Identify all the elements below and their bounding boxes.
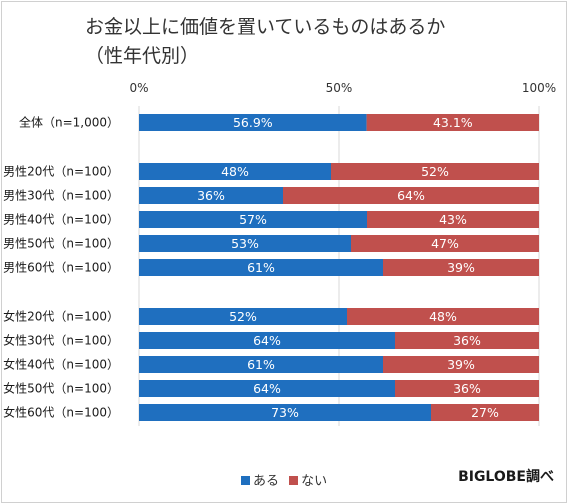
bar-nai-4 bbox=[351, 235, 539, 252]
bar-aru-9 bbox=[139, 380, 395, 397]
bar-aru-5 bbox=[139, 259, 383, 276]
category-label-1: 男性20代（n=100） bbox=[3, 165, 119, 179]
bar-aru-10 bbox=[139, 404, 431, 421]
data-label-aru-4: 53% bbox=[231, 236, 259, 251]
bar-nai-0 bbox=[366, 114, 539, 131]
category-labels: 全体（n=1,000） 男性20代（n=100） 男性30代（n=100） 男性40代… bbox=[3, 115, 119, 420]
data-label-aru-8: 61% bbox=[247, 357, 275, 372]
bar-aru-2 bbox=[139, 187, 283, 204]
data-label-aru-7: 64% bbox=[253, 333, 281, 348]
bar-nai-3 bbox=[367, 211, 539, 228]
bar-aru-4 bbox=[139, 235, 351, 252]
bar-aru-6 bbox=[139, 308, 347, 325]
category-label-7: 女性30代（n=100） bbox=[3, 333, 119, 348]
x-tick-label-2: 100% bbox=[522, 81, 556, 95]
data-label-nai-3: 43% bbox=[439, 212, 467, 227]
bar-aru-8 bbox=[139, 356, 383, 373]
x-tick-label-1: 50% bbox=[326, 81, 353, 95]
chart-title-line-1: お金以上に価値を置いているものはあるか bbox=[85, 16, 446, 38]
data-label-aru-9: 64% bbox=[253, 381, 281, 396]
category-label-5: 男性60代（n=100） bbox=[3, 261, 119, 275]
bar-aru-7 bbox=[139, 332, 395, 349]
data-label-nai-4: 47% bbox=[431, 236, 459, 251]
data-label-nai-1: 52% bbox=[421, 164, 449, 179]
data-label-nai-2: 64% bbox=[397, 188, 425, 203]
data-label-nai-5: 39% bbox=[447, 260, 475, 275]
bar-nai-2 bbox=[283, 187, 539, 204]
bar-aru-0 bbox=[139, 114, 367, 131]
x-tick-label-0: 0% bbox=[129, 81, 148, 95]
bar-nai-5 bbox=[383, 259, 539, 276]
bar-nai-8 bbox=[383, 356, 539, 373]
legend-swatch-nai bbox=[289, 476, 299, 485]
data-label-nai-9: 36% bbox=[453, 381, 481, 396]
data-label-nai-0: 43.1% bbox=[433, 115, 473, 130]
bar-nai-7 bbox=[395, 332, 539, 349]
chart-legend: ある ない bbox=[241, 470, 333, 489]
data-label-nai-10: 27% bbox=[471, 405, 499, 420]
bar-nai-10 bbox=[431, 404, 539, 421]
category-label-4: 男性50代（n=100） bbox=[3, 237, 119, 251]
category-label-9: 女性50代（n=100） bbox=[3, 381, 119, 396]
data-label-aru-1: 48% bbox=[221, 164, 249, 179]
bar-nai-6 bbox=[347, 308, 539, 325]
source-credit: BIGLOBE調べ bbox=[458, 469, 554, 485]
category-label-2: 男性30代（n=100） bbox=[3, 189, 119, 203]
bar-nai-1 bbox=[331, 163, 539, 180]
category-label-10: 女性60代（n=100） bbox=[3, 405, 119, 420]
data-label-nai-7: 36% bbox=[453, 333, 481, 348]
data-label-aru-10: 73% bbox=[271, 405, 299, 420]
legend-item-aru: ある bbox=[241, 474, 279, 489]
category-label-6: 女性20代（n=100） bbox=[3, 309, 119, 324]
bar-nai-9 bbox=[395, 380, 539, 397]
chart-title-line-2: （性年代別） bbox=[85, 45, 200, 67]
data-label-aru-3: 57% bbox=[239, 212, 267, 227]
bar-aru-3 bbox=[139, 211, 367, 228]
category-label-0: 全体（n=1,000） bbox=[19, 115, 119, 130]
legend-label-nai: ない bbox=[301, 474, 328, 489]
bar-aru-1 bbox=[139, 163, 331, 180]
legend-item-nai: ない bbox=[289, 474, 327, 489]
legend-swatch-aru bbox=[241, 476, 250, 485]
data-label-aru-2: 36% bbox=[197, 188, 225, 203]
data-label-nai-8: 39% bbox=[447, 357, 475, 372]
legend-label-aru: ある bbox=[253, 474, 280, 489]
data-label-aru-0: 56.9% bbox=[233, 115, 273, 130]
category-label-8: 女性40代（n=100） bbox=[3, 357, 119, 372]
chart-bars: 56.9% 43.1% 48% 52% 36% 64% 57% 43% 53% 47% 61% 39%… bbox=[139, 114, 539, 421]
data-label-aru-5: 61% bbox=[247, 260, 275, 275]
data-label-aru-6: 52% bbox=[229, 309, 257, 324]
x-axis-tick-labels: 0% 50% 100% bbox=[129, 81, 556, 95]
data-label-nai-6: 48% bbox=[429, 309, 457, 324]
category-label-3: 男性40代（n=100） bbox=[3, 213, 119, 227]
